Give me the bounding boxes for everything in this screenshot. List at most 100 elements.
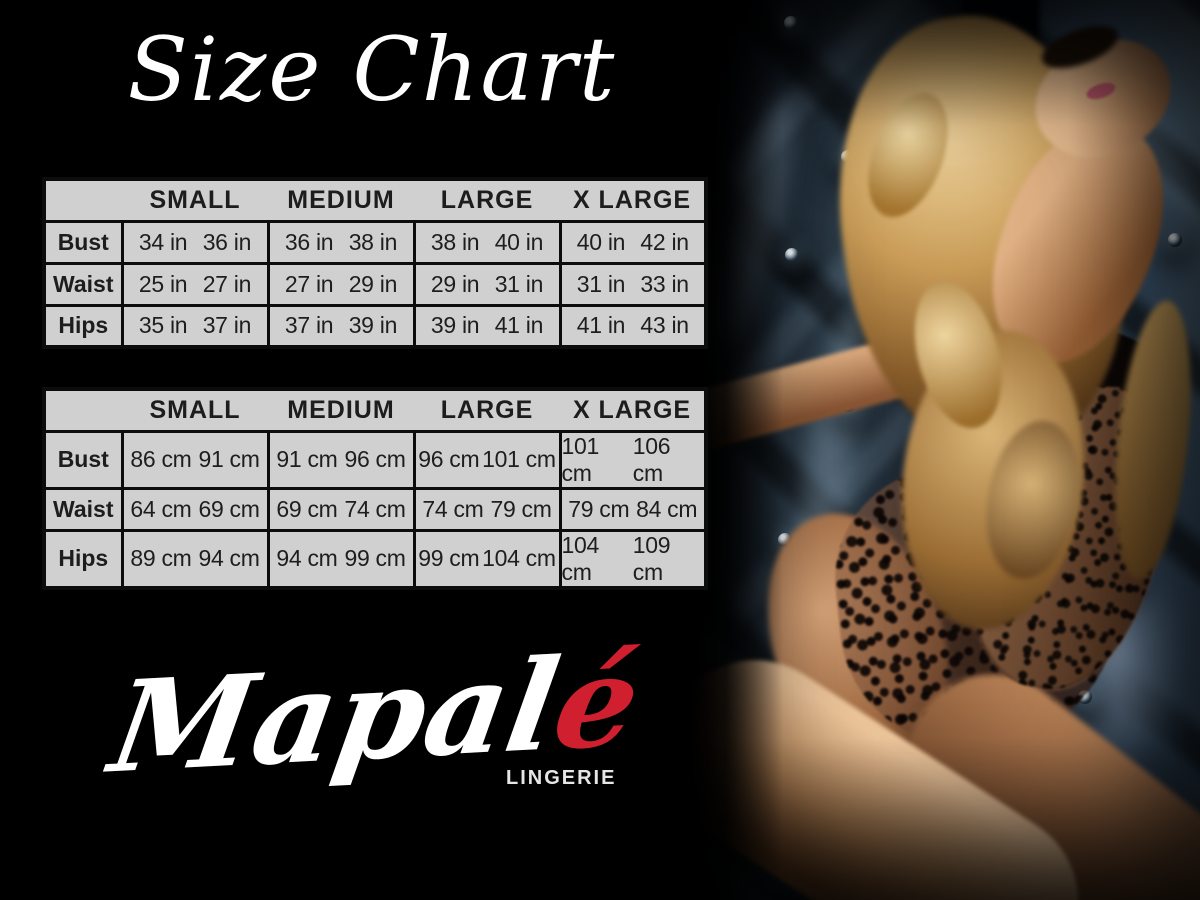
measurement-value: 29 in [430, 270, 480, 297]
table-row: Bust 34 in 36 in 36 in 38 in 38 in 40 in 40 in 4… [42, 219, 708, 265]
measurement-value: 79 cm [568, 495, 630, 522]
column-header: SMALL [122, 389, 268, 433]
measurement-value: 42 in [640, 228, 689, 255]
measurement-cell: 27 in 29 in [266, 261, 416, 307]
measurement-value: 96 cm [418, 446, 480, 472]
brand-wordmark: Mapalé [101, 627, 649, 802]
measurement-cell: 69 cm 74 cm [266, 486, 416, 532]
measurement-cell: 74 cm 79 cm [412, 486, 562, 532]
size-table-centimeters: SMALL MEDIUM LARGE X LARGE Bust 86 cm 91 cm 91 … [42, 387, 708, 590]
measurement-cell: 99 cm 104 cm [412, 528, 562, 589]
row-label: Waist [42, 261, 124, 307]
corner-cell [44, 179, 122, 223]
column-header: X LARGE [560, 389, 706, 433]
measurement-cell: 31 in 33 in [558, 261, 708, 307]
measurement-value: 79 cm [490, 495, 552, 522]
measurement-value: 27 in [202, 270, 252, 297]
table-row: Hips 89 cm 94 cm 94 cm 99 cm 99 cm 104 cm 104 c… [42, 528, 708, 589]
table-row: Bust 86 cm 91 cm 91 cm 96 cm 96 cm 101 cm 101 c… [42, 429, 708, 490]
measurement-value: 94 cm [198, 545, 260, 571]
row-label: Hips [42, 303, 124, 349]
measurement-value: 96 cm [344, 446, 406, 472]
model-photo [688, 0, 1200, 900]
measurement-value: 69 cm [198, 495, 260, 522]
measurement-value: 91 cm [198, 446, 260, 472]
measurement-value: 84 cm [636, 495, 698, 522]
measurement-value: 104 cm [482, 545, 556, 571]
measurement-cell: 40 in 42 in [558, 219, 708, 265]
measurement-value: 64 cm [130, 495, 192, 522]
measurement-value: 36 in [284, 228, 334, 255]
measurement-value: 39 in [348, 312, 398, 339]
header-row: SMALL MEDIUM LARGE X LARGE [44, 179, 706, 223]
measurement-value: 37 in [202, 312, 252, 339]
measurement-value: 27 in [284, 270, 334, 297]
measurement-cell: 101 cm 106 cm [558, 429, 708, 490]
measurement-cell: 25 in 27 in [120, 261, 270, 307]
column-header: MEDIUM [268, 179, 414, 223]
measurement-cell: 96 cm 101 cm [412, 429, 562, 490]
measurement-value: 41 in [576, 312, 626, 339]
measurement-value: 106 cm [632, 432, 671, 486]
photo-vignette [688, 0, 1200, 900]
measurement-value: 29 in [348, 270, 398, 297]
measurement-cell: 64 cm 69 cm [120, 486, 270, 532]
measurement-value: 109 cm [632, 531, 671, 585]
measurement-value: 91 cm [276, 446, 338, 472]
row-label: Hips [42, 528, 124, 589]
column-header: LARGE [414, 179, 560, 223]
measurement-value: 34 in [138, 228, 188, 255]
measurement-value: 89 cm [130, 545, 192, 571]
measurement-value: 38 in [430, 228, 480, 255]
measurement-value: 69 cm [276, 495, 338, 522]
measurement-value: 74 cm [422, 495, 484, 522]
measurement-cell: 38 in 40 in [412, 219, 562, 265]
measurement-value: 39 in [430, 312, 480, 339]
row-label: Bust [42, 429, 124, 490]
measurement-value: 25 in [138, 270, 188, 297]
measurement-cell: 86 cm 91 cm [120, 429, 270, 490]
brand-name-main: Mapal [101, 630, 568, 802]
size-table-inches-wrap: SMALL MEDIUM LARGE X LARGE Bust 34 in 36 in 36 … [42, 177, 708, 349]
measurement-cell: 29 in 31 in [412, 261, 562, 307]
measurement-cell: 41 in 43 in [558, 303, 708, 349]
measurement-value: 74 cm [344, 495, 406, 522]
measurement-cell: 35 in 37 in [120, 303, 270, 349]
measurement-value: 40 in [576, 228, 626, 255]
measurement-cell: 89 cm 94 cm [120, 528, 270, 589]
measurement-value: 104 cm [561, 531, 600, 585]
brand-logo-inner: Mapalé LINGERIE [101, 627, 649, 802]
measurement-value: 41 in [494, 312, 544, 339]
measurement-value: 99 cm [344, 545, 406, 571]
corner-cell [44, 389, 122, 433]
measurement-value: 99 cm [418, 545, 480, 571]
measurement-value: 94 cm [276, 545, 338, 571]
measurement-value: 31 in [494, 270, 544, 297]
table-row: Waist 25 in 27 in 27 in 29 in 29 in 31 in 31 in… [42, 261, 708, 307]
column-header: SMALL [122, 179, 268, 223]
measurement-value: 43 in [640, 312, 689, 339]
measurement-value: 101 cm [561, 432, 600, 486]
measurement-cell: 79 cm 84 cm [558, 486, 708, 532]
measurement-cell: 34 in 36 in [120, 219, 270, 265]
measurement-cell: 39 in 41 in [412, 303, 562, 349]
measurement-value: 33 in [640, 270, 689, 297]
header-row: SMALL MEDIUM LARGE X LARGE [44, 389, 706, 433]
page-title: Size Chart [127, 18, 617, 121]
column-header: X LARGE [560, 179, 706, 223]
size-table-centimeters-wrap: SMALL MEDIUM LARGE X LARGE Bust 86 cm 91 cm 91 … [42, 387, 708, 590]
measurement-value: 37 in [284, 312, 334, 339]
measurement-value: 101 cm [482, 446, 556, 472]
column-header: MEDIUM [268, 389, 414, 433]
brand-tagline: LINGERIE [506, 766, 617, 789]
measurement-value: 86 cm [130, 446, 192, 472]
row-label: Waist [42, 486, 124, 532]
measurement-cell: 91 cm 96 cm [266, 429, 416, 490]
measurement-value: 31 in [576, 270, 626, 297]
measurement-cell: 37 in 39 in [266, 303, 416, 349]
column-header: LARGE [414, 389, 560, 433]
left-panel: Size Chart SMALL MEDIUM LARGE X LARGE Bust 34… [42, 21, 708, 802]
size-table-inches: SMALL MEDIUM LARGE X LARGE Bust 34 in 36 in 36 … [42, 177, 708, 349]
measurement-cell: 104 cm 109 cm [558, 528, 708, 589]
